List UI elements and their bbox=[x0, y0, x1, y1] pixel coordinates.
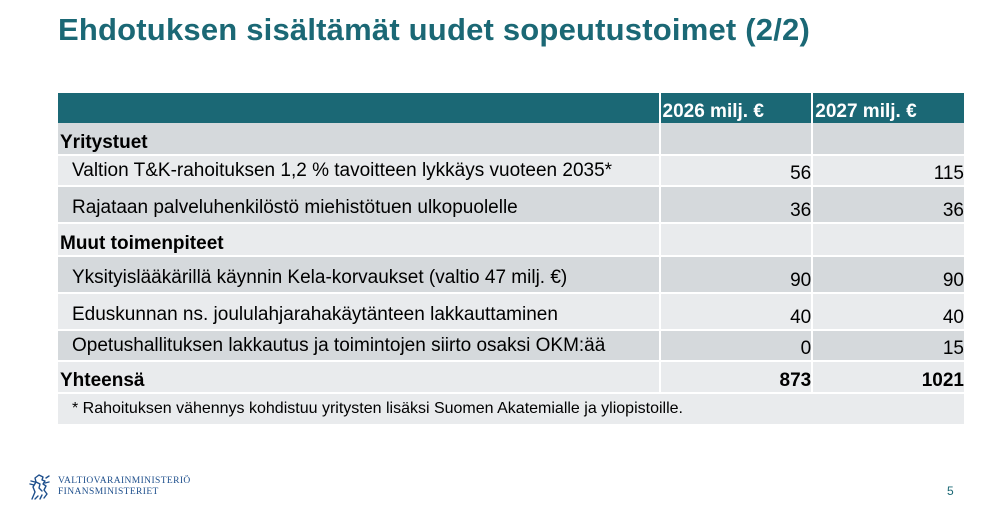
value-2027: 90 bbox=[811, 256, 964, 294]
row-label: Yksityislääkärillä käynnin Kela-korvauks… bbox=[58, 256, 660, 294]
total-label: Yhteensä bbox=[58, 361, 660, 394]
row-label: Rajataan palveluhenkilöstö miehistötuen … bbox=[58, 186, 660, 224]
logo-line-2: FINANSMINISTERIET bbox=[58, 487, 159, 497]
heraldic-lion-icon bbox=[29, 474, 50, 500]
page-number: 5 bbox=[947, 484, 954, 498]
budget-table: 2026 milj. € 2027 milj. € Yritystuet Val… bbox=[58, 93, 964, 424]
header-description bbox=[58, 93, 660, 123]
table-row: Opetushallituksen lakkautus ja toimintoj… bbox=[58, 330, 964, 362]
value-2027: 40 bbox=[811, 293, 964, 331]
footnote-row: * Rahoituksen vähennys kohdistuu yrityst… bbox=[58, 393, 964, 424]
value-2026: 90 bbox=[658, 256, 813, 294]
total-2027: 1021 bbox=[811, 361, 964, 394]
footnote-text: * Rahoituksen vähennys kohdistuu yrityst… bbox=[58, 393, 964, 424]
header-2027: 2027 milj. € bbox=[811, 93, 964, 123]
value-2026: 36 bbox=[658, 186, 813, 224]
row-label: Opetushallituksen lakkautus ja toimintoj… bbox=[58, 330, 660, 362]
value-2027: 36 bbox=[811, 186, 964, 224]
table-row: Rajataan palveluhenkilöstö miehistötuen … bbox=[58, 186, 964, 224]
value-2026: 56 bbox=[658, 155, 813, 187]
table-row: Eduskunnan ns. joululahjarahakäytänteen … bbox=[58, 293, 964, 331]
table-header-row: 2026 milj. € 2027 milj. € bbox=[58, 93, 964, 123]
value-2027: 115 bbox=[811, 155, 964, 187]
table-row: Yksityislääkärillä käynnin Kela-korvauks… bbox=[58, 256, 964, 294]
row-label: Valtion T&K-rahoituksen 1,2 % tavoitteen… bbox=[58, 155, 660, 187]
total-2026: 873 bbox=[658, 361, 813, 394]
slide-title: Ehdotuksen sisältämät uudet sopeutustoim… bbox=[58, 12, 810, 47]
value-2027: 15 bbox=[811, 330, 964, 362]
section-heading: Muut toimenpiteet bbox=[58, 223, 660, 257]
value-2026: 40 bbox=[658, 293, 813, 331]
section-heading: Yritystuet bbox=[58, 123, 660, 156]
value-2026: 0 bbox=[658, 330, 813, 362]
ministry-logo: VALTIOVARAINMINISTERIÖ FINANSMINISTERIET bbox=[26, 472, 191, 502]
section-row: Yritystuet bbox=[58, 123, 964, 156]
total-row: Yhteensä 873 1021 bbox=[58, 361, 964, 394]
header-2026: 2026 milj. € bbox=[658, 93, 813, 123]
row-label: Eduskunnan ns. joululahjarahakäytänteen … bbox=[58, 293, 660, 331]
section-row: Muut toimenpiteet bbox=[58, 223, 964, 257]
logo-line-1: VALTIOVARAINMINISTERIÖ bbox=[58, 476, 191, 486]
table-row: Valtion T&K-rahoituksen 1,2 % tavoitteen… bbox=[58, 155, 964, 187]
